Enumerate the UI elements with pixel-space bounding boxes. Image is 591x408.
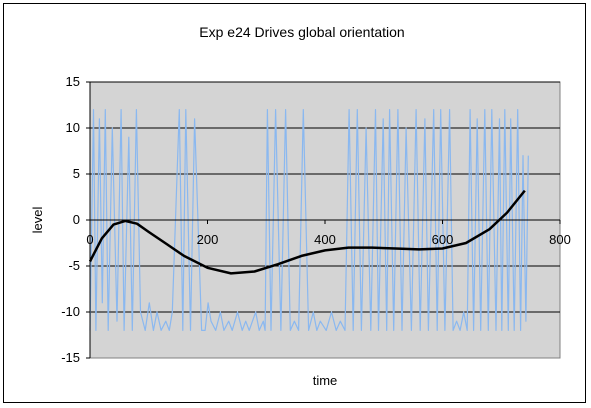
x-tick-label: 200 <box>197 232 219 247</box>
x-tick-label: 400 <box>314 232 336 247</box>
chart-title: Exp e24 Drives global orientation <box>199 24 404 40</box>
x-tick-label: 800 <box>549 232 571 247</box>
y-tick-label: -15 <box>61 350 80 365</box>
y-axis-label: level <box>30 207 45 234</box>
y-tick-labels: 15 10 5 0 -5 -10 -15 <box>61 74 80 365</box>
x-tick-label: 0 <box>86 232 93 247</box>
y-tick-label: 15 <box>66 74 80 89</box>
y-tick-label: 10 <box>66 120 80 135</box>
x-tick-labels: 0 200 400 600 800 <box>86 232 570 247</box>
y-tick-label: -10 <box>61 304 80 319</box>
y-tick-label: 5 <box>73 166 80 181</box>
y-tick-label: -5 <box>68 258 80 273</box>
series-line-trend <box>88 189 526 275</box>
axes <box>86 81 561 359</box>
x-tick-label: 600 <box>432 232 454 247</box>
x-axis-label: time <box>313 373 338 388</box>
y-tick-label: 0 <box>73 212 80 227</box>
